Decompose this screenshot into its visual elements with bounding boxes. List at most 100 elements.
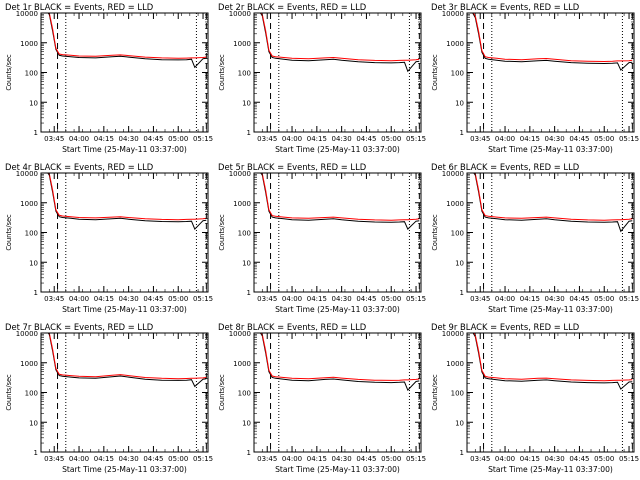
x-axis-label: Start Time (25-May-11 03:37:00) [488, 145, 613, 154]
x-tick-label: 04:45 [569, 135, 589, 143]
y-tick-label: 1000 [446, 200, 464, 208]
x-tick-label: 05:00 [381, 135, 401, 143]
y-tick-label: 10 [29, 419, 38, 427]
x-tick-label: 04:30 [332, 295, 352, 303]
x-tick-label: 04:15 [307, 135, 327, 143]
y-tick-label: 1 [34, 129, 38, 137]
x-tick-label: 04:15 [520, 455, 540, 463]
y-axis-label: Counts/sec [5, 54, 13, 91]
y-tick-label: 100 [25, 70, 38, 78]
x-tick-label: 04:45 [143, 295, 163, 303]
x-tick-label: 04:45 [143, 455, 163, 463]
x-axis-label: Start Time (25-May-11 03:37:00) [275, 305, 400, 314]
x-axis-label: Start Time (25-May-11 03:37:00) [488, 465, 613, 474]
y-tick-label: 1000 [446, 360, 464, 368]
x-tick-label: 05:00 [594, 295, 614, 303]
y-tick-label: 10 [29, 99, 38, 107]
x-tick-label: 05:15 [619, 295, 639, 303]
chart-title: Det 1r BLACK = Events, RED = LLD [5, 2, 153, 12]
x-tick-label: 05:15 [406, 135, 426, 143]
x-tick-label: 04:00 [495, 455, 515, 463]
y-axis-label: Counts/sec [218, 214, 226, 251]
y-tick-label: 10 [29, 259, 38, 267]
series-line-lld [48, 13, 207, 59]
y-tick-label: 100 [25, 230, 38, 238]
series-line-lld [48, 333, 207, 380]
series-line-lld [472, 13, 633, 63]
y-tick-label: 100 [25, 390, 38, 398]
x-tick-label: 04:30 [332, 135, 352, 143]
y-tick-label: 100 [238, 70, 251, 78]
chart-panel-det-7: Det 7r BLACK = Events, RED = LLD 1 10 100 10… [5, 322, 213, 474]
x-tick-label: 04:00 [495, 135, 515, 143]
y-axis-label: Counts/sec [218, 54, 226, 91]
x-tick-label: 03:45 [257, 135, 277, 143]
chart-panel-det-6: Det 6r BLACK = Events, RED = LLD 1 10 100 10… [431, 162, 639, 314]
y-tick-label: 10000 [229, 10, 251, 18]
y-tick-label: 10 [242, 419, 251, 427]
y-tick-label: 10000 [442, 170, 464, 178]
chart-title: Det 7r BLACK = Events, RED = LLD [5, 322, 153, 332]
x-tick-label: 04:45 [356, 455, 376, 463]
series-line-lld [260, 333, 420, 381]
y-tick-label: 100 [238, 390, 251, 398]
y-tick-label: 10000 [16, 10, 38, 18]
y-axis-label: Counts/sec [5, 374, 13, 411]
chart-title: Det 5r BLACK = Events, RED = LLD [218, 162, 366, 172]
x-tick-label: 04:00 [69, 455, 89, 463]
chart-panel-det-3: Det 3r BLACK = Events, RED = LLD 1 10 100 10… [431, 2, 639, 154]
y-tick-label: 10 [455, 259, 464, 267]
x-tick-label: 04:15 [94, 455, 114, 463]
y-tick-label: 10000 [16, 170, 38, 178]
y-tick-label: 100 [451, 230, 464, 238]
x-tick-label: 05:00 [381, 295, 401, 303]
x-axis-label: Start Time (25-May-11 03:37:00) [62, 465, 187, 474]
chart-title: Det 4r BLACK = Events, RED = LLD [5, 162, 153, 172]
series-line-lld [473, 333, 633, 382]
series-line-lld [48, 173, 207, 221]
x-tick-label: 04:15 [520, 135, 540, 143]
plot-frame [466, 12, 635, 133]
x-tick-label: 05:15 [406, 455, 426, 463]
y-tick-label: 10000 [229, 330, 251, 338]
plot-frame [466, 172, 635, 293]
y-axis-label: Counts/sec [5, 214, 13, 251]
chart-panel-det-4: Det 4r BLACK = Events, RED = LLD 1 10 100 10… [5, 162, 213, 314]
chart-panel-det-2: Det 2r BLACK = Events, RED = LLD 1 10 100 10… [218, 2, 426, 154]
series-line-lld [261, 173, 420, 221]
y-axis-label: Counts/sec [431, 54, 439, 91]
series-line-lld [260, 13, 420, 62]
x-tick-label: 04:30 [332, 455, 352, 463]
x-tick-label: 04:30 [545, 135, 565, 143]
x-tick-label: 05:00 [168, 295, 188, 303]
x-axis-label: Start Time (25-May-11 03:37:00) [275, 145, 400, 154]
y-tick-label: 1 [247, 129, 251, 137]
chart-title: Det 2r BLACK = Events, RED = LLD [218, 2, 366, 12]
y-tick-label: 1 [247, 449, 251, 457]
y-tick-label: 10000 [442, 330, 464, 338]
y-tick-label: 1000 [233, 40, 251, 48]
y-tick-label: 100 [451, 70, 464, 78]
y-tick-label: 1000 [20, 200, 38, 208]
y-tick-label: 1000 [20, 360, 38, 368]
x-tick-label: 04:00 [495, 295, 515, 303]
x-tick-label: 04:45 [569, 455, 589, 463]
x-tick-label: 05:00 [594, 455, 614, 463]
plot-frame [40, 332, 209, 453]
plot-frame [40, 12, 209, 133]
plot-frame [40, 172, 209, 293]
chart-panel-det-8: Det 8r BLACK = Events, RED = LLD 1 10 100 10… [218, 322, 426, 474]
x-axis-label: Start Time (25-May-11 03:37:00) [488, 305, 613, 314]
x-tick-label: 04:15 [94, 295, 114, 303]
x-axis-label: Start Time (25-May-11 03:37:00) [62, 145, 187, 154]
x-tick-label: 04:45 [143, 135, 163, 143]
plot-frame [253, 12, 422, 133]
x-tick-label: 04:15 [307, 455, 327, 463]
y-tick-label: 10 [455, 99, 464, 107]
x-tick-label: 05:15 [406, 295, 426, 303]
x-tick-label: 05:00 [168, 455, 188, 463]
y-tick-label: 1000 [233, 360, 251, 368]
y-tick-label: 100 [238, 230, 251, 238]
x-tick-label: 05:00 [168, 135, 188, 143]
